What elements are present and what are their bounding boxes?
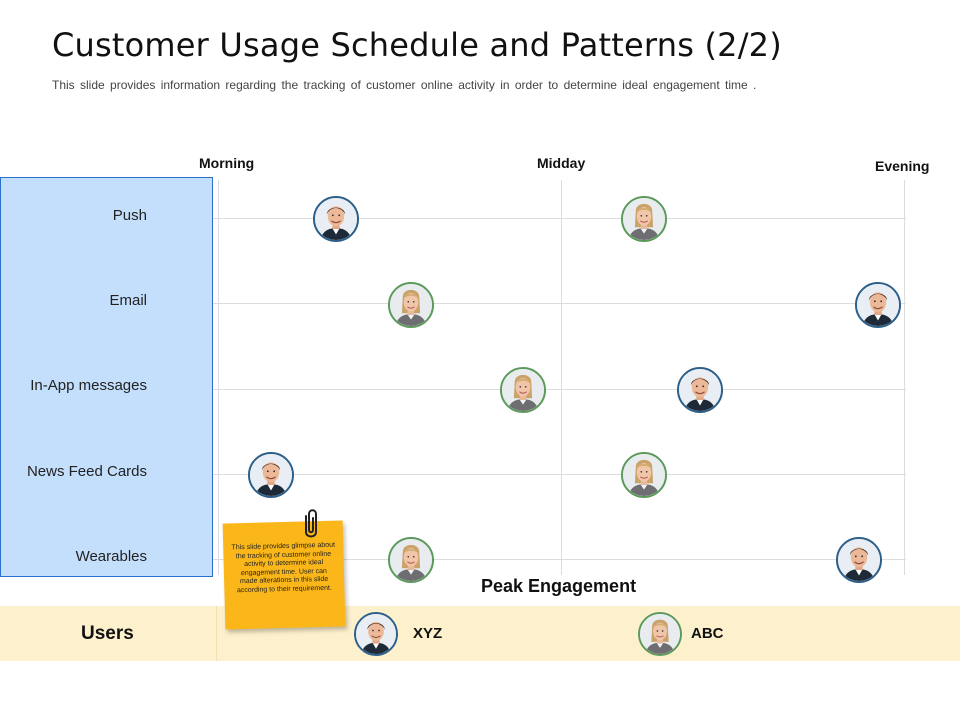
channel-panel bbox=[0, 177, 213, 577]
avatar-newsfeed-xyz bbox=[248, 452, 294, 498]
male-user-icon bbox=[857, 284, 899, 326]
time-label-morning: Morning bbox=[199, 155, 255, 171]
female-user-icon bbox=[390, 539, 432, 581]
avatar-push-abc bbox=[621, 196, 667, 242]
users-label: Users bbox=[81, 623, 134, 644]
grid-line-evening bbox=[904, 180, 905, 575]
page-title: Customer Usage Schedule and Patterns (2/… bbox=[52, 26, 782, 64]
legend-avatar-xyz bbox=[354, 612, 398, 656]
female-user-icon bbox=[502, 369, 544, 411]
channel-label-inapp: In-App messages bbox=[30, 377, 147, 394]
time-label-evening: Evening bbox=[875, 158, 930, 174]
channel-label-push: Push bbox=[112, 207, 147, 224]
avatar-email-abc bbox=[388, 282, 434, 328]
avatar-email-xyz bbox=[855, 282, 901, 328]
users-legend: Users XYZ ABC bbox=[0, 606, 960, 661]
users-legend-header: Users bbox=[0, 606, 217, 661]
avatar-wearables-xyz bbox=[836, 537, 882, 583]
grid-row-email bbox=[160, 303, 906, 304]
male-user-icon bbox=[838, 539, 880, 581]
grid-line-midday bbox=[561, 180, 562, 575]
legend-avatar-abc bbox=[638, 612, 682, 656]
male-user-icon bbox=[679, 369, 721, 411]
male-user-icon bbox=[250, 454, 292, 496]
avatar-inapp-abc bbox=[500, 367, 546, 413]
avatar-newsfeed-abc bbox=[621, 452, 667, 498]
sticky-note-text: This slide provides glimpse about the tr… bbox=[231, 541, 336, 595]
channel-label-newsfeed: News Feed Cards bbox=[26, 463, 147, 480]
legend-name-xyz: XYZ bbox=[413, 625, 443, 642]
paperclip-icon bbox=[305, 509, 317, 538]
avatar-inapp-xyz bbox=[677, 367, 723, 413]
female-user-icon bbox=[640, 614, 680, 654]
grid-line-morning bbox=[218, 180, 219, 575]
page-subtitle: This slide provides information regardin… bbox=[52, 78, 757, 92]
sticky-note: This slide provides glimpse about the tr… bbox=[222, 520, 346, 630]
male-user-icon bbox=[315, 198, 357, 240]
grid-row-push bbox=[160, 218, 906, 219]
grid-row-wearables bbox=[160, 559, 906, 560]
grid-row-newsfeed bbox=[160, 474, 906, 475]
female-user-icon bbox=[390, 284, 432, 326]
time-label-midday: Midday bbox=[537, 155, 586, 171]
channel-label-email: Email bbox=[109, 292, 147, 309]
channel-label-wearables: Wearables bbox=[75, 548, 147, 565]
avatar-wearables-abc bbox=[388, 537, 434, 583]
peak-engagement-label: Peak Engagement bbox=[481, 576, 637, 596]
avatar-push-xyz bbox=[313, 196, 359, 242]
legend-name-abc: ABC bbox=[691, 625, 724, 642]
female-user-icon bbox=[623, 198, 665, 240]
male-user-icon bbox=[356, 614, 396, 654]
female-user-icon bbox=[623, 454, 665, 496]
